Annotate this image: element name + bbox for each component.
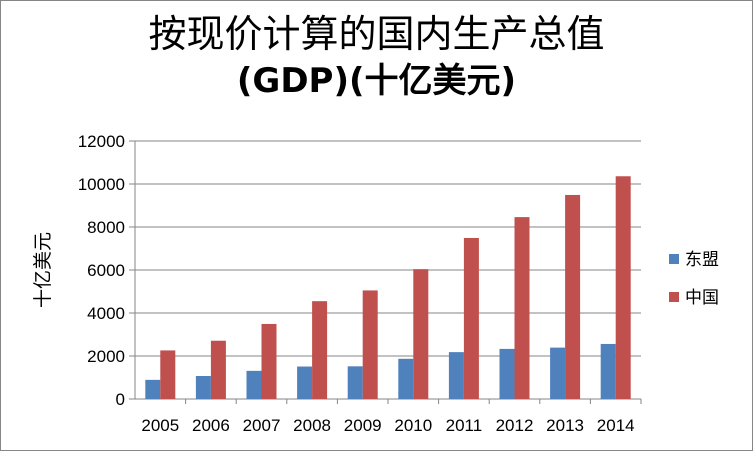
bar-china [261,323,277,399]
x-tick-label: 2005 [141,416,179,435]
bar-asean [448,352,464,399]
bar-china [565,194,581,399]
bar-asean [550,347,566,399]
y-tick-label: 6000 [87,261,125,280]
legend-swatch [669,292,679,302]
legend-swatch [669,254,679,264]
y-tick-label: 10000 [78,175,125,194]
x-tick-label: 2007 [243,416,281,435]
bar-asean [246,370,262,399]
y-tick-label: 8000 [87,218,125,237]
bar-asean [297,366,313,399]
x-tick-label: 2014 [597,416,635,435]
bar-asean [145,379,161,399]
x-tick-label: 2013 [546,416,584,435]
bar-china [312,301,328,399]
x-tick-label: 2009 [344,416,382,435]
x-tick-label: 2010 [394,416,432,435]
bar-china [514,217,530,399]
x-tick-label: 2006 [192,416,230,435]
bar-china [413,269,429,399]
bar-asean [195,375,211,399]
y-axis-title: 十亿美元 [32,232,54,308]
bar-china [160,350,176,399]
chart-title-line1: 按现价计算的国内生产总值 [148,12,605,56]
y-tick-label: 0 [116,390,125,409]
chart-title-line2: (GDP)(十亿美元) [236,61,517,101]
x-tick-label: 2012 [496,416,534,435]
y-tick-label: 12000 [78,132,125,151]
legend-label: 东盟 [685,250,719,270]
bar-china [210,340,226,399]
bar-china [615,176,631,399]
bar-asean [347,366,363,399]
bar-china [362,290,378,399]
bar-asean [398,358,414,399]
bar-asean [600,343,616,399]
bar-china [463,237,479,399]
x-tick-label: 2011 [446,416,483,435]
y-tick-label: 2000 [87,347,125,366]
y-tick-label: 4000 [87,304,125,323]
chart-title: 按现价计算的国内生产总值 (GDP)(十亿美元) [1,9,752,103]
bar-asean [499,348,515,399]
x-tick-label: 2008 [293,416,331,435]
legend-label: 中国 [685,288,719,308]
